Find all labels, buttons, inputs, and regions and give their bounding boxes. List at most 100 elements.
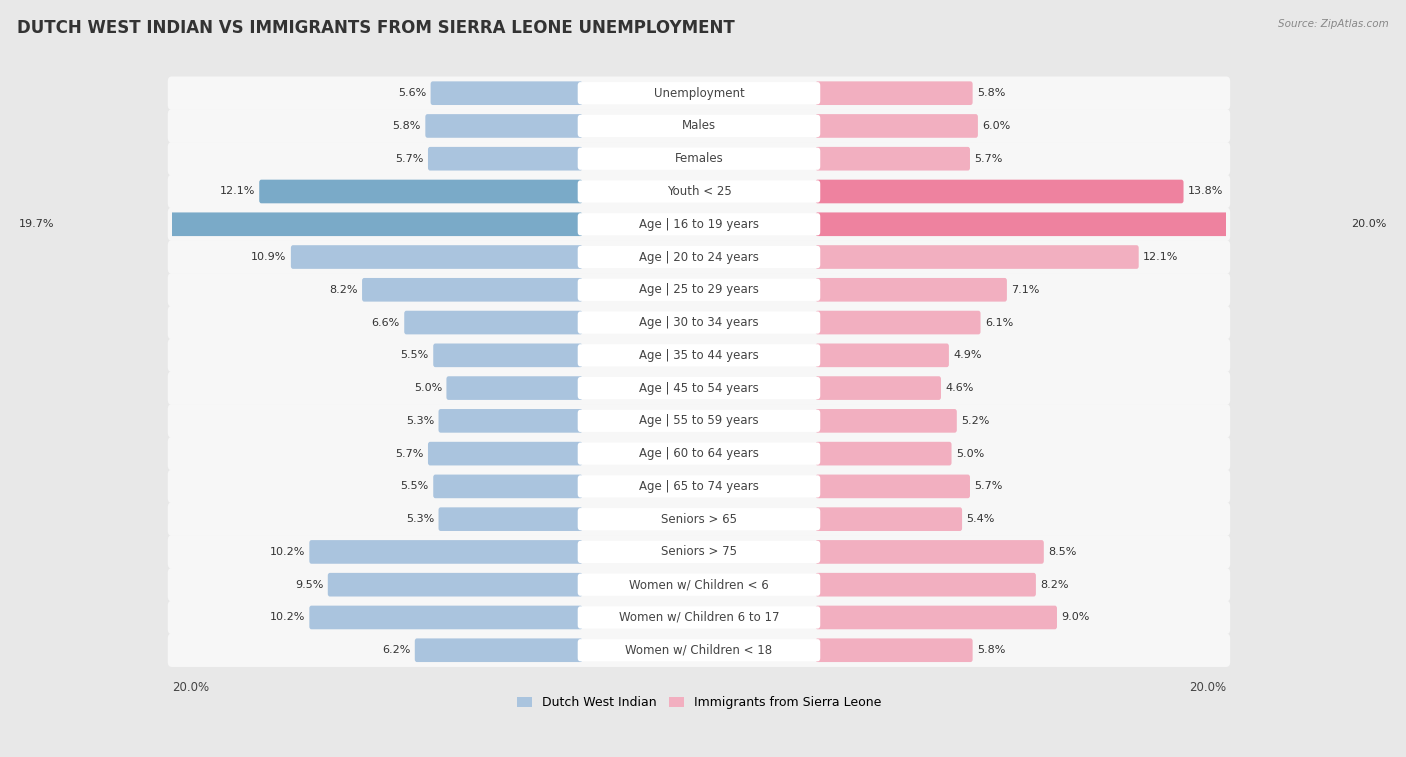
Text: Females: Females [675,152,723,165]
Text: 5.4%: 5.4% [966,514,995,524]
FancyBboxPatch shape [167,372,1230,405]
FancyBboxPatch shape [578,82,820,104]
FancyBboxPatch shape [815,507,962,531]
FancyBboxPatch shape [578,279,820,301]
FancyBboxPatch shape [578,377,820,399]
FancyBboxPatch shape [259,179,582,204]
Text: 9.0%: 9.0% [1062,612,1090,622]
Text: Age | 65 to 74 years: Age | 65 to 74 years [640,480,759,493]
FancyBboxPatch shape [815,245,1139,269]
FancyBboxPatch shape [167,240,1230,274]
FancyBboxPatch shape [433,344,582,367]
Text: 6.6%: 6.6% [371,317,399,328]
FancyBboxPatch shape [815,310,980,335]
FancyBboxPatch shape [447,376,582,400]
FancyBboxPatch shape [815,344,949,367]
Text: Women w/ Children 6 to 17: Women w/ Children 6 to 17 [619,611,779,624]
Text: 8.2%: 8.2% [1040,580,1069,590]
FancyBboxPatch shape [815,81,973,105]
Text: Age | 55 to 59 years: Age | 55 to 59 years [640,414,759,428]
Text: 8.2%: 8.2% [329,285,357,294]
FancyBboxPatch shape [167,568,1230,601]
Text: Women w/ Children < 18: Women w/ Children < 18 [626,643,772,657]
FancyBboxPatch shape [578,475,820,497]
Text: Seniors > 75: Seniors > 75 [661,546,737,559]
FancyBboxPatch shape [167,76,1230,110]
Text: Males: Males [682,120,716,132]
FancyBboxPatch shape [578,540,820,563]
FancyBboxPatch shape [167,503,1230,536]
Text: 6.2%: 6.2% [382,645,411,656]
Text: Age | 60 to 64 years: Age | 60 to 64 years [640,447,759,460]
FancyBboxPatch shape [167,634,1230,667]
Text: 5.5%: 5.5% [401,350,429,360]
Text: 6.1%: 6.1% [986,317,1014,328]
FancyBboxPatch shape [815,376,941,400]
Text: Age | 16 to 19 years: Age | 16 to 19 years [638,218,759,231]
Text: 10.2%: 10.2% [270,547,305,557]
FancyBboxPatch shape [167,601,1230,634]
FancyBboxPatch shape [309,540,582,564]
Text: 9.5%: 9.5% [295,580,323,590]
Text: 20.0%: 20.0% [1351,220,1386,229]
Text: Seniors > 65: Seniors > 65 [661,512,737,525]
Text: Unemployment: Unemployment [654,87,744,100]
FancyBboxPatch shape [167,306,1230,339]
FancyBboxPatch shape [309,606,582,629]
FancyBboxPatch shape [578,180,820,203]
FancyBboxPatch shape [578,115,820,137]
Text: 10.2%: 10.2% [270,612,305,622]
FancyBboxPatch shape [363,278,582,301]
FancyBboxPatch shape [578,574,820,596]
Text: 5.2%: 5.2% [962,416,990,426]
FancyBboxPatch shape [578,148,820,170]
FancyBboxPatch shape [427,442,582,466]
FancyBboxPatch shape [578,410,820,432]
FancyBboxPatch shape [167,437,1230,470]
Text: 5.6%: 5.6% [398,88,426,98]
FancyBboxPatch shape [430,81,582,105]
Text: 12.1%: 12.1% [1143,252,1178,262]
FancyBboxPatch shape [578,311,820,334]
FancyBboxPatch shape [578,508,820,530]
FancyBboxPatch shape [815,540,1043,564]
FancyBboxPatch shape [578,443,820,465]
Text: Age | 35 to 44 years: Age | 35 to 44 years [640,349,759,362]
FancyBboxPatch shape [167,404,1230,438]
FancyBboxPatch shape [426,114,582,138]
Text: 5.8%: 5.8% [977,88,1005,98]
FancyBboxPatch shape [167,175,1230,208]
Text: Age | 30 to 34 years: Age | 30 to 34 years [640,316,759,329]
Text: 13.8%: 13.8% [1188,186,1223,197]
FancyBboxPatch shape [167,535,1230,569]
FancyBboxPatch shape [328,573,582,597]
FancyBboxPatch shape [167,109,1230,142]
Text: 19.7%: 19.7% [18,220,55,229]
FancyBboxPatch shape [815,213,1347,236]
FancyBboxPatch shape [578,246,820,268]
FancyBboxPatch shape [815,409,957,433]
Text: 20.0%: 20.0% [172,681,209,694]
FancyBboxPatch shape [167,207,1230,241]
Text: 5.0%: 5.0% [413,383,441,393]
Text: 5.3%: 5.3% [406,416,434,426]
Text: 12.1%: 12.1% [219,186,254,197]
FancyBboxPatch shape [433,475,582,498]
FancyBboxPatch shape [815,442,952,466]
Text: 20.0%: 20.0% [1189,681,1226,694]
Text: 4.9%: 4.9% [953,350,981,360]
FancyBboxPatch shape [815,638,973,662]
Text: 5.3%: 5.3% [406,514,434,524]
FancyBboxPatch shape [291,245,582,269]
FancyBboxPatch shape [578,344,820,366]
Text: Youth < 25: Youth < 25 [666,185,731,198]
Text: Age | 20 to 24 years: Age | 20 to 24 years [640,251,759,263]
FancyBboxPatch shape [427,147,582,170]
Text: DUTCH WEST INDIAN VS IMMIGRANTS FROM SIERRA LEONE UNEMPLOYMENT: DUTCH WEST INDIAN VS IMMIGRANTS FROM SIE… [17,19,734,37]
FancyBboxPatch shape [167,338,1230,372]
Text: 5.5%: 5.5% [401,481,429,491]
FancyBboxPatch shape [439,409,582,433]
Text: Age | 25 to 29 years: Age | 25 to 29 years [640,283,759,296]
Text: 7.1%: 7.1% [1011,285,1040,294]
Text: 5.7%: 5.7% [395,154,423,164]
